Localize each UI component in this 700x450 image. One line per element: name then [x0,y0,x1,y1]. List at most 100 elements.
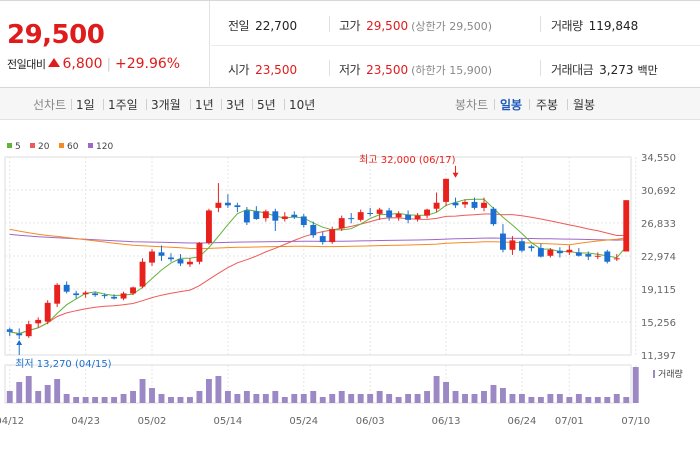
x-tick-label: 04/12 [0,416,24,427]
volume-bar [471,394,478,403]
divider [221,99,222,110]
volume-bar [6,391,13,403]
volume-bar [54,379,61,403]
ma120-line [9,233,627,244]
volume-bar [452,391,459,403]
period-1d[interactable]: 1일 [76,98,95,112]
y-tick-label: 26,833 [641,219,676,230]
candle-body [443,178,449,202]
period-1y[interactable]: 1년 [195,98,214,112]
candle-body [367,213,374,215]
legend-swatch [30,143,35,148]
volume-bar [623,397,630,403]
volume-bar [187,397,193,403]
volume-bar [547,394,554,403]
up-arrow-icon [48,58,61,67]
period-3m[interactable]: 3개월 [151,98,181,112]
volume-bar [566,397,573,403]
stat-label: 저가 [339,63,361,77]
period-3y[interactable]: 3년 [226,98,245,112]
period-weekly[interactable]: 주봉 [536,98,559,112]
candle-body [120,293,127,299]
candle-body [566,249,573,253]
stat-trade-value: 거래대금 3,273 백만 [551,61,658,78]
candle-body [452,202,459,206]
volume-bar [243,391,250,403]
legend-label: 20 [38,142,50,152]
stat-value: 119,848 [588,19,639,33]
candle-body [272,211,279,221]
volume-bar [25,376,32,403]
divider [103,99,104,110]
volume-bar [205,379,212,403]
volume-bar [528,397,535,403]
volume-bar [253,394,260,403]
volume-bar [291,394,298,403]
period-10y[interactable]: 10년 [289,98,316,112]
candle-body [6,329,13,332]
change-divider: | [106,57,111,72]
candle-body [177,259,184,264]
x-tick-label: 06/13 [432,416,461,427]
volume-bar [92,397,99,403]
candle-body [528,246,535,249]
period-monthly[interactable]: 월봉 [573,98,596,112]
candle-body [376,209,383,214]
candle-body [518,241,525,251]
candle-body [291,214,298,218]
price-header: 29,500 전일대비 6,800 | +29.96% 전일 22,700 고가 29,5… [0,0,700,88]
stat-volume: 거래량 119,848 [551,17,638,34]
divider [252,99,253,110]
candle-body [357,212,364,220]
volume-bar [262,394,269,403]
candle-body [319,236,326,243]
volume-bar [63,394,70,403]
stat-label: 거래량 [551,19,583,33]
volume-bar [585,397,592,403]
divider [540,60,541,76]
volume-plot-frame [4,364,632,404]
stat-unit: 백만 [637,64,658,77]
period-5y[interactable]: 5년 [257,98,276,112]
candle-body [471,201,478,208]
volume-bar [149,388,155,403]
divider [540,16,541,32]
legend-label: 5 [15,142,21,152]
high-arrow-icon [452,172,459,178]
candle-body [490,208,497,225]
stat-sub: (하한가 15,900) [411,64,493,77]
volume-bar [395,397,402,403]
stat-label: 고가 [339,19,361,33]
stat-high: 고가 29,500 (상한가 29,500) [339,17,492,34]
volume-bar [329,394,336,403]
candle-body [300,216,307,225]
period-1w[interactable]: 1주일 [108,98,138,112]
period-daily[interactable]: 일봉 [500,98,523,112]
candle-body [462,201,468,205]
divider [329,60,330,76]
candle-body [405,214,412,220]
legend-swatch [59,143,64,148]
stat-sub: (상한가 29,500) [411,20,493,33]
candle-body [243,210,250,223]
volume-bar [594,397,601,403]
volume-bar [44,385,51,403]
divider [190,99,191,110]
candle-body [25,324,32,337]
change-percent: +29.96% [114,56,181,72]
stat-label: 전일 [228,19,250,33]
volume-bar [158,394,165,403]
volume-bar [604,397,611,403]
candle-body [149,251,155,263]
volume-bar [357,394,364,403]
candle-body [537,248,544,257]
legend-label: 120 [96,142,113,152]
candle-body [253,211,260,220]
candle-body [281,216,288,220]
stat-value: 3,273 [599,63,634,77]
stat-value: 29,500 [366,19,409,33]
divider [71,99,72,110]
period-toolbar: 선차트 1일 1주일 3개월 1년 3년 5년 10년 봉차트 일봉 주봉 월봉 [0,88,700,120]
candle-body [585,254,592,257]
x-tick-label: 07/01 [555,416,584,427]
